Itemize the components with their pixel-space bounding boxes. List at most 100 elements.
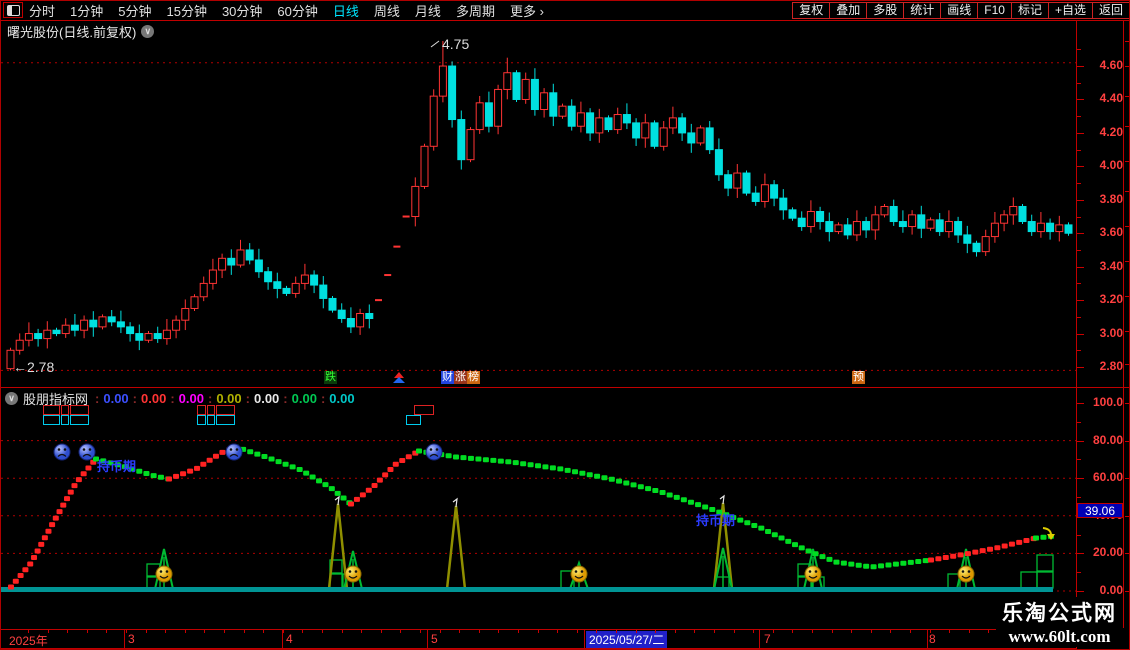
signal-table-red-cell (207, 405, 215, 415)
scroll-strip-tick (1125, 96, 1129, 97)
toolbar-button[interactable]: 叠加 (829, 2, 868, 19)
scroll-strip-tick (1125, 261, 1129, 262)
axis-tick (1077, 266, 1084, 268)
action-buttons: 复权 叠加 多股 统计 画线 F10 标记 +自选 返回 (792, 2, 1129, 19)
date-tick (753, 629, 755, 633)
chevron-down-icon[interactable]: ∨ (5, 392, 18, 405)
date-tick (459, 629, 461, 633)
date-tick (126, 629, 127, 633)
signal-table-red-cell (197, 405, 206, 415)
indicator-chart[interactable] (1, 388, 1076, 629)
tab-period[interactable]: 1分钟 (70, 4, 104, 19)
axis-tick (1077, 591, 1084, 592)
axis-tick (1077, 572, 1081, 574)
indicator-value: 0.00 (141, 391, 167, 406)
value-separator: : (132, 391, 138, 406)
toolbar-button[interactable]: 返回 (1091, 2, 1129, 19)
chevron-down-icon[interactable]: ∨ (141, 25, 155, 38)
toolbar-button[interactable]: 复权 (792, 2, 831, 19)
date-tick (518, 629, 519, 633)
toolbar-button[interactable]: 统计 (903, 2, 942, 19)
signal-table-red-cell (216, 405, 235, 415)
toolbar-button[interactable]: 多股 (866, 2, 905, 19)
axis-tick (1077, 553, 1084, 555)
toolbar-button[interactable]: +自选 (1047, 2, 1093, 19)
toolbar-button[interactable]: F10 (977, 2, 1012, 19)
date-tick (949, 629, 951, 633)
price-axis-label: 4.00 (1099, 158, 1123, 173)
signal-table-cyan-cell (61, 415, 69, 425)
date-tick (67, 629, 69, 633)
tab-period[interactable]: 多周期 (455, 4, 495, 19)
axis-tick (1077, 183, 1081, 185)
tab-period[interactable]: 60分钟 (277, 4, 318, 19)
date-tick (400, 629, 402, 633)
signal-table-cyan-cell (216, 415, 235, 425)
date-tick (537, 629, 539, 633)
price-axis-label: 3.40 (1099, 258, 1123, 273)
price-axis-label: 4.40 (1099, 91, 1123, 106)
stock-title-row: 曙光股份(日线.前复权) ∨ (7, 22, 155, 41)
axis-tick (1077, 66, 1084, 68)
tab-period[interactable]: 分时 (29, 4, 56, 19)
indicator-axis-label: 20.00 (1092, 545, 1123, 560)
event-marker-跌: 跌 (324, 371, 337, 384)
date-tick (733, 629, 735, 633)
date-tick (478, 629, 480, 633)
indicator-value: 0.00 (253, 391, 280, 406)
scroll-strip-tick (1125, 296, 1129, 297)
event-marker-预: 预 (852, 371, 865, 384)
indicator-header: ∨ 股朋指标网 :0.00:0.00:0.00:0.00:0.00:0.00:0… (5, 389, 355, 408)
date-tick (890, 629, 892, 633)
scroll-strip-tick (1125, 403, 1129, 404)
axis-tick (1077, 367, 1084, 368)
date-divider (927, 629, 928, 648)
indicator-value: 0.00 (178, 391, 204, 406)
indicator-value: 0.00 (216, 391, 242, 406)
indicator-name: 股朋指标网 (23, 392, 89, 407)
tab-period[interactable]: 15分钟 (166, 4, 207, 19)
date-divider (427, 629, 428, 648)
event-marker-财: 财 (441, 371, 454, 384)
value-separator: : (283, 391, 288, 406)
scroll-strip-tick (1125, 591, 1129, 592)
tab-period[interactable]: 30分钟 (221, 4, 263, 19)
candlestick-chart[interactable]: 4.75 ←2.78 (1, 20, 1076, 388)
axis-tick (1077, 199, 1084, 201)
svg-text:←2.78: ←2.78 (13, 359, 54, 375)
date-tick (968, 629, 970, 633)
date-divider (124, 629, 125, 648)
signal-table-red-cell (70, 405, 89, 415)
selected-date-label: 2025/05/27/二 (586, 631, 668, 648)
date-tick (322, 629, 323, 633)
date-tick (831, 629, 833, 633)
svg-text:4.75: 4.75 (442, 36, 469, 52)
axis-tick (1077, 478, 1084, 480)
value-separator: : (320, 391, 326, 406)
axis-tick (1077, 149, 1081, 151)
tab-period[interactable]: 5分钟 (118, 4, 152, 19)
event-marker-榜: 榜 (467, 371, 480, 384)
scroll-strip-tick (1125, 126, 1129, 127)
axis-tick (1077, 534, 1081, 536)
date-divider (759, 629, 760, 648)
panel-toggle-icon[interactable] (3, 2, 23, 18)
pane-separator (1, 20, 1129, 21)
indicator-values: :0.00:0.00:0.00:0.00:0.00:0.00:0.00 (93, 391, 355, 406)
signal-table-red-cell (414, 405, 434, 415)
axis-tick (1077, 300, 1084, 302)
tab-period[interactable]: 月线 (414, 4, 441, 19)
toolbar-button[interactable]: 标记 (1010, 2, 1049, 19)
date-tick (674, 629, 676, 633)
date-tick (498, 629, 500, 633)
price-axis-label: 4.20 (1099, 124, 1123, 139)
tab-period[interactable]: 日线 (332, 4, 359, 19)
axis-tick (1077, 333, 1084, 335)
tab-period[interactable]: 更多 › (509, 4, 544, 19)
toolbar-button[interactable]: 画线 (940, 2, 979, 19)
signal-table-red-cell (43, 405, 60, 415)
date-tick (635, 629, 637, 633)
tab-period[interactable]: 周线 (373, 4, 400, 19)
axis-tick (1077, 49, 1081, 51)
